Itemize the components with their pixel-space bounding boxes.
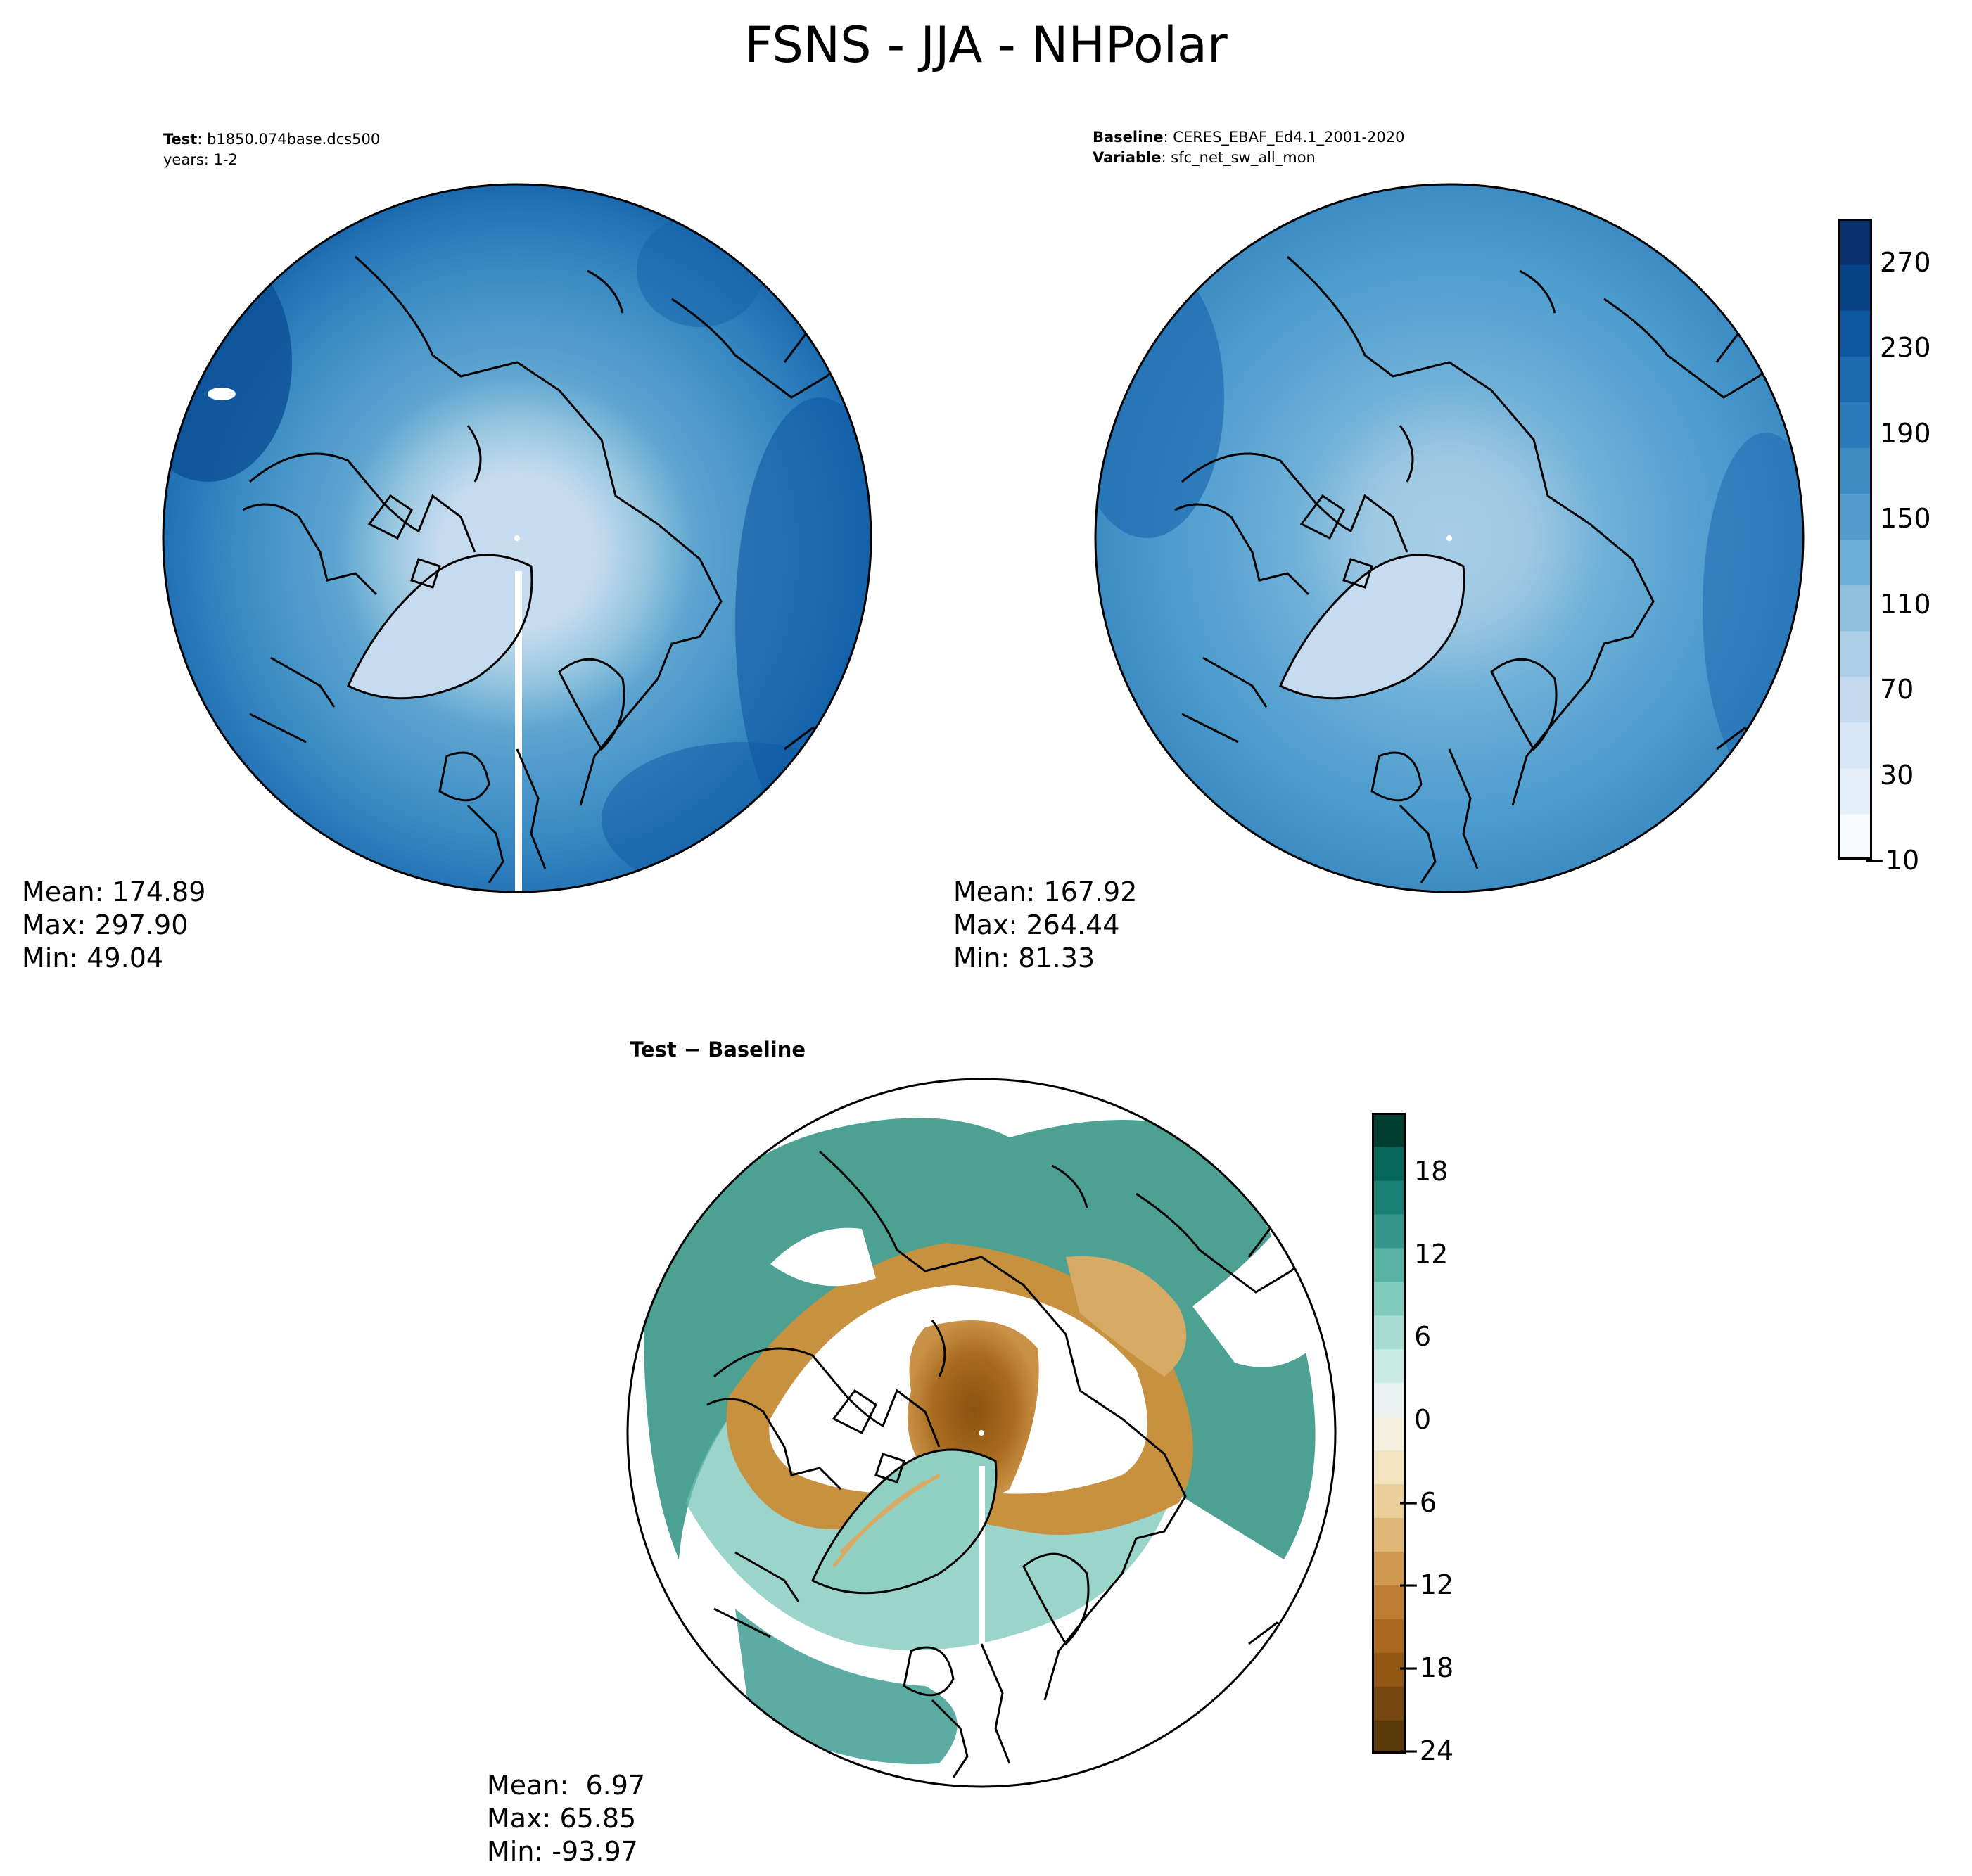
diff-colorbar-tick: −6 — [1397, 1487, 1437, 1518]
diff-colorbar-swatch — [1372, 1247, 1406, 1282]
main-colorbar-tick: 150 — [1880, 503, 1931, 534]
diff-stats: Mean: 6.97 Max: 65.85 Min: -93.97 — [487, 1769, 645, 1868]
diff-colorbar-swatch — [1372, 1281, 1406, 1316]
main-colorbar-swatch — [1838, 447, 1872, 494]
main-colorbar-swatch — [1838, 356, 1872, 402]
diff-colorbar-swatch — [1372, 1450, 1406, 1485]
main-colorbar-swatch — [1838, 676, 1872, 723]
main-colorbar-swatch — [1838, 264, 1872, 311]
diff-mean: Mean: 6.97 — [487, 1770, 646, 1801]
main-colorbar-swatch — [1838, 539, 1872, 586]
diff-colorbar-tick: 6 — [1414, 1321, 1432, 1352]
main-colorbar-tick: 190 — [1880, 418, 1931, 449]
diff-colorbar-tick: −18 — [1397, 1652, 1454, 1683]
diff-colorbar-tick: 18 — [1414, 1156, 1449, 1187]
diff-min: Min: -93.97 — [487, 1836, 638, 1867]
diff-panel-title: Test − Baseline — [630, 1038, 806, 1061]
test-polar-map — [162, 183, 872, 893]
diff-colorbar-border — [1372, 1113, 1406, 1754]
diff-colorbar-swatch — [1372, 1416, 1406, 1451]
test-panel-header: Test: b1850.074base.dcs500 years: 1-2 — [163, 129, 380, 170]
main-colorbar-swatch — [1838, 767, 1872, 815]
diff-colorbar-swatch — [1372, 1652, 1406, 1687]
baseline-label: Baseline — [1093, 129, 1164, 146]
diff-colorbar-tick: 12 — [1414, 1239, 1449, 1270]
baseline-min: Min: 81.33 — [953, 943, 1095, 974]
test-stats: Mean: 174.89 Max: 297.90 Min: 49.04 — [22, 876, 205, 975]
diff-colorbar-swatch — [1372, 1315, 1406, 1350]
diff-colorbar-swatch — [1372, 1517, 1406, 1552]
main-colorbar-tick: 70 — [1880, 674, 1914, 705]
baseline-polar-map — [1094, 183, 1805, 893]
diff-colorbar-swatch — [1372, 1348, 1406, 1384]
main-colorbar-swatch — [1838, 219, 1872, 265]
test-min: Min: 49.04 — [22, 943, 164, 974]
diff-colorbar-swatch — [1372, 1686, 1406, 1721]
baseline-panel-header: Baseline: CERES_EBAF_Ed4.1_2001-2020 Var… — [1093, 127, 1404, 168]
diff-colorbar-swatch — [1372, 1382, 1406, 1417]
test-label: Test — [163, 131, 198, 148]
diff-colorbar-swatch — [1372, 1146, 1406, 1181]
diff-colorbar-swatch — [1372, 1180, 1406, 1215]
test-mean: Mean: 174.89 — [22, 876, 206, 907]
main-colorbar-tick: 270 — [1880, 247, 1931, 278]
diff-colorbar-swatch — [1372, 1619, 1406, 1653]
main-colorbar-swatch — [1838, 630, 1872, 677]
main-colorbar-swatch — [1838, 402, 1872, 448]
main-colorbar-swatch — [1838, 585, 1872, 632]
figure-title: FSNS - JJA - NHPolar — [744, 16, 1228, 74]
test-sep: : — [197, 131, 203, 148]
main-colorbar-tick: 230 — [1880, 332, 1931, 363]
test-name: b1850.074base.dcs500 — [207, 131, 381, 148]
main-colorbar-swatch — [1838, 813, 1872, 860]
main-colorbar-border — [1838, 219, 1872, 860]
diff-max: Max: 65.85 — [487, 1803, 637, 1834]
diff-colorbar-swatch — [1372, 1113, 1406, 1147]
diff-colorbar-swatch — [1372, 1213, 1406, 1249]
baseline-max: Max: 264.44 — [953, 910, 1120, 940]
baseline-mean: Mean: 167.92 — [953, 876, 1138, 907]
diff-colorbar-tick: −24 — [1397, 1735, 1454, 1766]
variable-name: sfc_net_sw_all_mon — [1171, 149, 1316, 166]
main-colorbar-swatches — [1838, 219, 1872, 860]
test-years: years: 1-2 — [163, 151, 238, 168]
baseline-sep: : — [1163, 129, 1169, 146]
diff-colorbar-swatch — [1372, 1483, 1406, 1518]
main-colorbar-swatch — [1838, 722, 1872, 769]
test-max: Max: 297.90 — [22, 910, 189, 940]
diff-polar-map — [626, 1078, 1337, 1788]
diff-colorbar-swatch — [1372, 1720, 1406, 1754]
diff-colorbar-swatch — [1372, 1551, 1406, 1585]
diff-colorbar-swatches — [1372, 1113, 1406, 1754]
variable-label: Variable — [1093, 149, 1162, 166]
variable-sep: : — [1161, 149, 1166, 166]
baseline-stats: Mean: 167.92 Max: 264.44 Min: 81.33 — [953, 876, 1137, 975]
main-colorbar-tick: 110 — [1880, 589, 1931, 620]
diff-colorbar-tick: 0 — [1414, 1404, 1432, 1435]
diff-colorbar-swatch — [1372, 1585, 1406, 1619]
main-colorbar-tick: −10 — [1863, 845, 1920, 876]
diff-colorbar-tick: −12 — [1397, 1569, 1454, 1600]
main-colorbar-tick: 30 — [1880, 760, 1914, 791]
baseline-name: CERES_EBAF_Ed4.1_2001-2020 — [1173, 129, 1405, 146]
main-colorbar-swatch — [1838, 493, 1872, 540]
main-colorbar-swatch — [1838, 310, 1872, 357]
